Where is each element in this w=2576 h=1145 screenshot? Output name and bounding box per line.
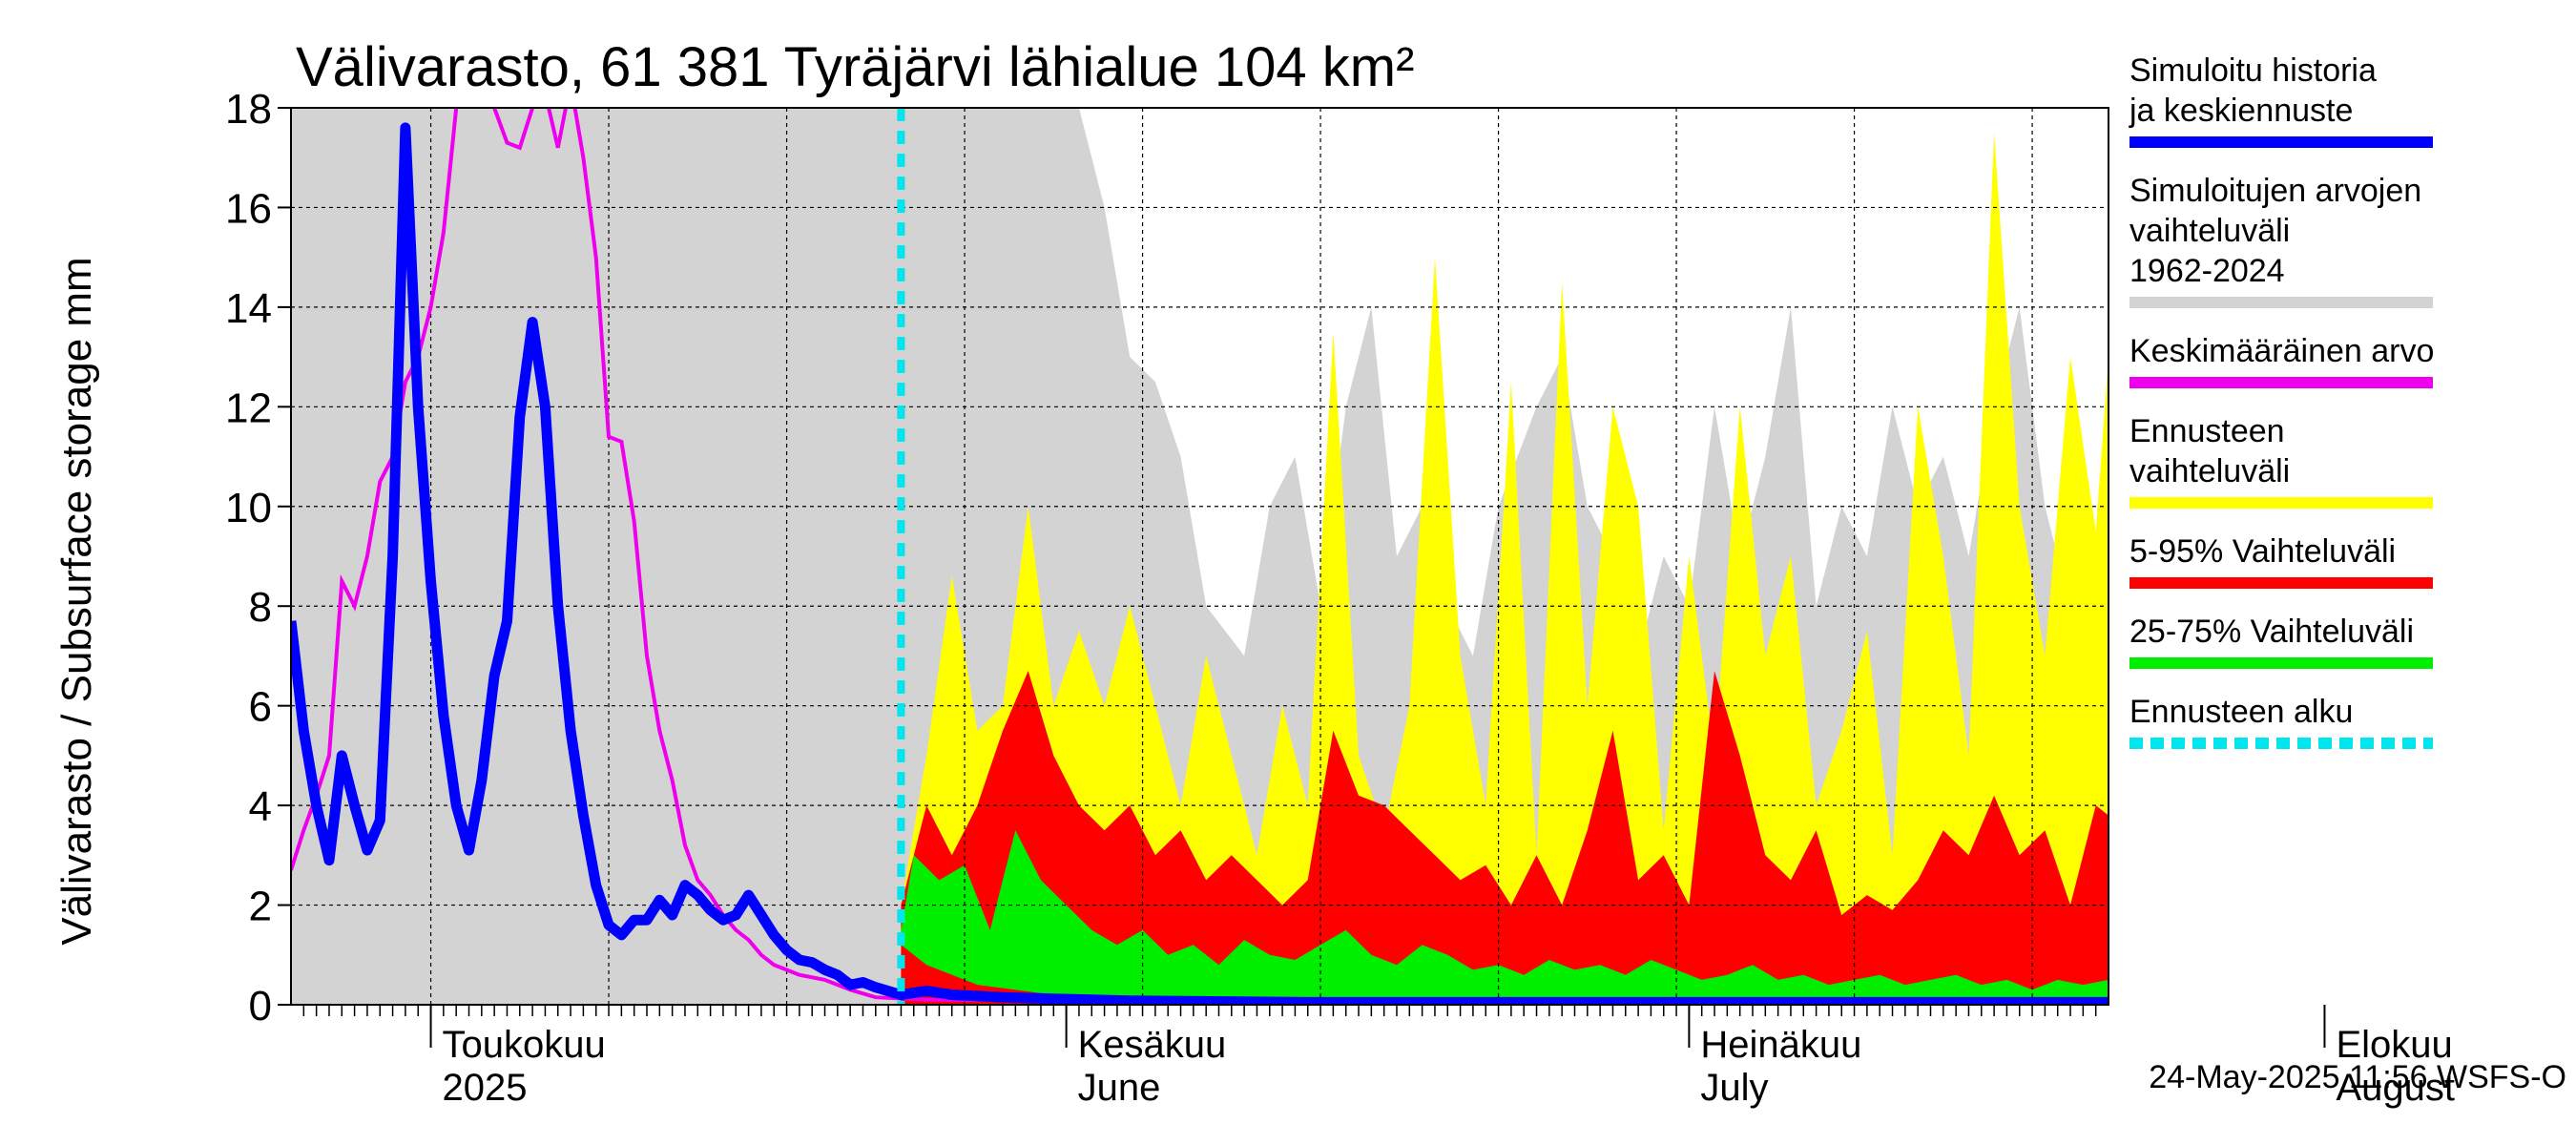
legend-label: Simuloitu historia xyxy=(2129,52,2377,89)
month-label: Kesäkuu xyxy=(1078,1024,1227,1066)
chart-title: Välivarasto, 61 381 Tyräjärvi lähialue 1… xyxy=(296,36,1414,98)
legend-label: ja keskiennuste xyxy=(2129,93,2353,129)
y-tick-label: 8 xyxy=(249,584,272,631)
y-tick-label: 18 xyxy=(225,86,272,133)
y-tick-label: 2 xyxy=(249,884,272,930)
y-tick-label: 10 xyxy=(225,485,272,531)
grid xyxy=(291,108,2109,1005)
y-tick-label: 16 xyxy=(225,185,272,232)
plot-frame xyxy=(290,107,2109,1006)
y-ticks: 0 2 4 6 8 10 12 14 16 18 xyxy=(225,86,291,1030)
legend: Simuloitu historia ja keskiennuste Simuloi… xyxy=(2129,52,2434,749)
y-tick-label: 6 xyxy=(249,684,272,731)
legend-label: Ennusteen xyxy=(2129,413,2285,449)
legend-label: Ennusteen alku xyxy=(2129,694,2353,730)
plot-areas xyxy=(291,108,2109,1005)
y-tick-label: 0 xyxy=(249,983,272,1030)
series-simulated-line xyxy=(291,122,2109,1005)
y-tick-label: 14 xyxy=(225,285,272,332)
band-p25-75 xyxy=(901,830,2109,1003)
month-sub-label: July xyxy=(1700,1067,1768,1109)
legend-label: 25-75% Vaihteluväli xyxy=(2129,614,2414,650)
month-sub-label: June xyxy=(1078,1067,1161,1109)
legend-label: Simuloitujen arvojen xyxy=(2129,173,2421,209)
footer-timestamp: 24-May-2025 11:56 WSFS-O xyxy=(2149,1059,2566,1095)
legend-label: vaihteluväli xyxy=(2129,453,2290,489)
legend-label: 1962-2024 xyxy=(2129,253,2285,289)
band-p5-95 xyxy=(901,671,2109,1005)
month-label: Toukokuu xyxy=(443,1024,606,1066)
plot-lines xyxy=(291,108,2109,1005)
y-axis-label: Välivarasto / Subsurface storage mm xyxy=(53,257,100,945)
y-tick-label: 4 xyxy=(249,783,272,830)
legend-label: Keskimääräinen arvo xyxy=(2129,333,2434,369)
month-sub-label: 2025 xyxy=(443,1067,528,1109)
y-tick-label: 12 xyxy=(225,385,272,431)
month-label: Elokuu xyxy=(2336,1024,2452,1066)
band-forecast-range xyxy=(901,133,2109,1005)
legend-label: 5-95% Vaihteluväli xyxy=(2129,533,2396,570)
month-sub-label: August xyxy=(2336,1067,2455,1109)
month-label: Heinäkuu xyxy=(1700,1024,1861,1066)
legend-label: vaihteluväli xyxy=(2129,213,2290,249)
series-mean-line xyxy=(291,108,2109,1003)
